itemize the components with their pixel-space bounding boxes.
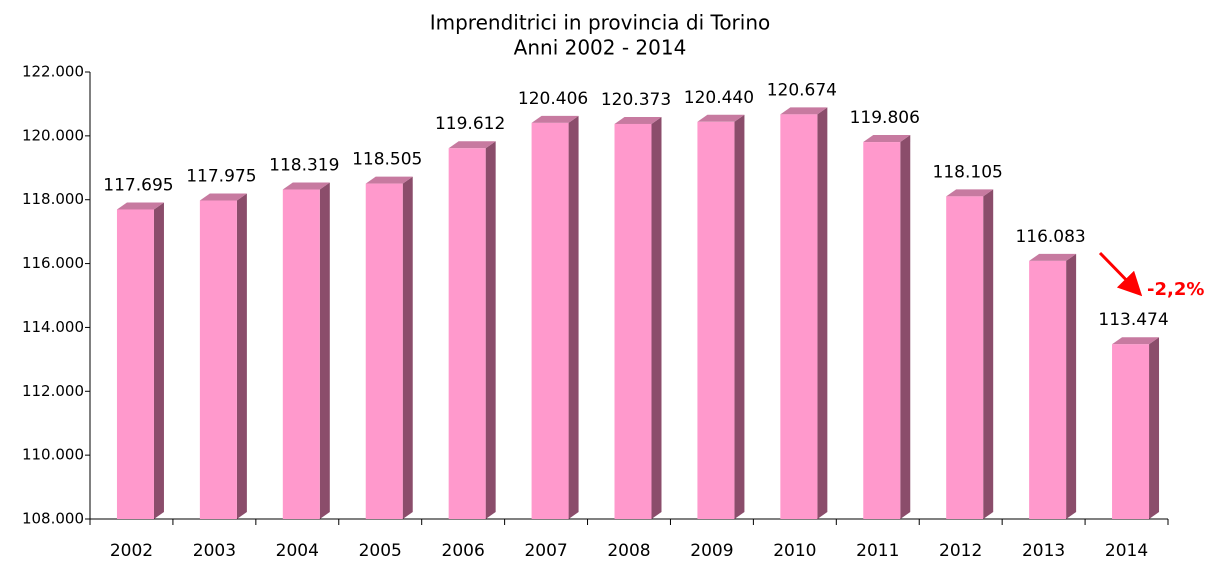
bar-side bbox=[568, 115, 579, 520]
value-label: 118.105 bbox=[933, 162, 1003, 182]
y-tick-label: 118.000 bbox=[22, 190, 84, 208]
bar-top bbox=[199, 193, 247, 201]
x-tick-label: 2012 bbox=[939, 541, 982, 561]
value-label: 118.505 bbox=[352, 150, 422, 170]
bar-side bbox=[236, 193, 247, 519]
x-tick-label: 2002 bbox=[110, 541, 153, 561]
bar-top bbox=[448, 141, 496, 149]
value-label: 120.373 bbox=[601, 90, 671, 110]
bar-side bbox=[1149, 337, 1160, 519]
value-label: 119.806 bbox=[850, 108, 920, 128]
bar-side bbox=[651, 116, 662, 519]
value-label: 117.975 bbox=[186, 167, 256, 187]
bar-side bbox=[319, 182, 330, 520]
x-tick-label: 2010 bbox=[773, 541, 816, 561]
y-tick-label: 108.000 bbox=[22, 510, 84, 528]
y-tick-label: 116.000 bbox=[22, 254, 84, 272]
bar bbox=[697, 121, 735, 520]
bar bbox=[531, 122, 569, 520]
bar bbox=[116, 209, 154, 519]
x-tick-label: 2008 bbox=[607, 541, 650, 561]
bar-side bbox=[817, 107, 828, 520]
bar-top bbox=[116, 202, 164, 210]
value-label: 120.674 bbox=[767, 80, 837, 100]
annotation-arrow bbox=[1098, 251, 1143, 297]
annotation: -2,2% bbox=[1147, 279, 1204, 300]
y-tick-label: 114.000 bbox=[22, 318, 84, 336]
value-label: 120.406 bbox=[518, 89, 588, 109]
bar-side bbox=[402, 176, 413, 519]
y-tick-label: 122.000 bbox=[22, 63, 84, 81]
bar bbox=[282, 189, 320, 520]
bar-side bbox=[153, 202, 164, 519]
bar-side bbox=[1066, 253, 1077, 519]
x-tick-label: 2006 bbox=[442, 541, 485, 561]
bar-top bbox=[863, 135, 911, 143]
x-tick-label: 2005 bbox=[359, 541, 402, 561]
value-label: 113.474 bbox=[1098, 310, 1168, 330]
bar bbox=[1029, 260, 1067, 519]
bar bbox=[614, 123, 652, 519]
bar-side bbox=[734, 114, 745, 520]
x-tick-label: 2007 bbox=[524, 541, 567, 561]
value-label: 117.695 bbox=[103, 175, 173, 195]
bar-side bbox=[983, 189, 994, 519]
bar-top bbox=[780, 107, 828, 115]
x-tick-label: 2014 bbox=[1105, 541, 1148, 561]
bar-top bbox=[697, 114, 745, 122]
value-label: 118.319 bbox=[269, 156, 339, 176]
y-tick-label: 112.000 bbox=[22, 382, 84, 400]
bar-top bbox=[1112, 337, 1160, 345]
bar bbox=[863, 142, 901, 520]
bar bbox=[1112, 344, 1150, 519]
value-label: 119.612 bbox=[435, 114, 505, 134]
x-tick-label: 2003 bbox=[193, 541, 236, 561]
bar-top bbox=[531, 115, 579, 123]
bar bbox=[199, 200, 237, 519]
y-tick-label: 110.000 bbox=[22, 446, 84, 464]
x-tick-label: 2013 bbox=[1022, 541, 1065, 561]
bar-top bbox=[282, 182, 330, 190]
bar bbox=[780, 114, 818, 520]
x-tick-label: 2011 bbox=[856, 541, 899, 561]
bar bbox=[946, 196, 984, 519]
bar-top bbox=[1029, 253, 1077, 261]
chart-subtitle: Anni 2002 - 2014 bbox=[514, 36, 687, 60]
bar-top bbox=[365, 176, 413, 184]
value-label: 116.083 bbox=[1015, 227, 1085, 247]
bar-top bbox=[614, 116, 662, 124]
x-tick-label: 2009 bbox=[690, 541, 733, 561]
chart-title: Imprenditrici in provincia di Torino bbox=[430, 11, 771, 35]
bar-side bbox=[485, 141, 496, 519]
y-tick-label: 120.000 bbox=[22, 126, 84, 144]
x-tick-label: 2004 bbox=[276, 541, 319, 561]
bar bbox=[365, 183, 403, 519]
bar-top bbox=[946, 189, 994, 197]
value-label: 120.440 bbox=[684, 88, 754, 108]
bar bbox=[448, 148, 486, 519]
bar-side bbox=[900, 135, 911, 520]
